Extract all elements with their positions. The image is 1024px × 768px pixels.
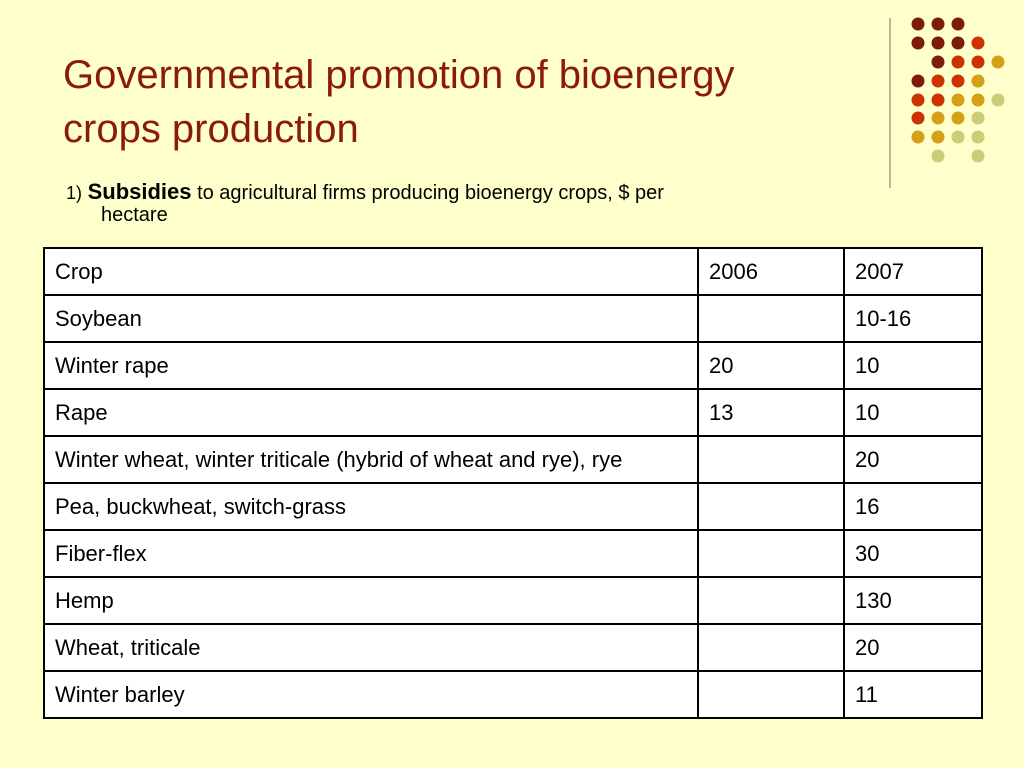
subtitle-number: 1) [66, 183, 83, 203]
decorative-dot [951, 93, 965, 107]
decorative-dot [931, 74, 945, 88]
cell-2007: 16 [843, 482, 983, 531]
cell-2007: 20 [843, 435, 983, 484]
table-row: Hemp 130 [43, 576, 983, 625]
decorative-dot [991, 55, 1005, 69]
decorative-dot [951, 36, 965, 50]
subtitle-text: to agricultural firms producing bioenerg… [197, 182, 664, 204]
decorative-dot [911, 130, 925, 144]
subtitle-bold: Subsidies [87, 179, 192, 204]
header-2006: 2006 [697, 247, 845, 296]
decorative-dot [911, 36, 925, 50]
decorative-dot [911, 17, 925, 31]
cell-2006 [697, 623, 845, 672]
decorative-dot [971, 111, 985, 125]
decorative-dot [931, 55, 945, 69]
decorative-dot [931, 149, 945, 163]
cell-2006 [697, 670, 845, 719]
decorative-dot [971, 36, 985, 50]
table-row: Wheat, triticale 20 [43, 623, 983, 672]
table-row: Fiber-flex 30 [43, 529, 983, 578]
cell-2007: 30 [843, 529, 983, 578]
decorative-dot [931, 36, 945, 50]
decorative-dot [931, 130, 945, 144]
subtitle: 1) Subsidies to agricultural firms produ… [66, 176, 856, 227]
cell-2007: 130 [843, 576, 983, 625]
table-row: Soybean 10-16 [43, 294, 983, 343]
cell-2006 [697, 294, 845, 343]
table-row: Pea, buckwheat, switch-grass 16 [43, 482, 983, 531]
cell-2007: 20 [843, 623, 983, 672]
decorative-dot [911, 74, 925, 88]
cell-2006 [697, 576, 845, 625]
table-header-row: Crop 2006 2007 [43, 247, 983, 296]
decorative-divider [889, 18, 891, 188]
cell-2007: 10 [843, 341, 983, 390]
header-crop: Crop [43, 247, 699, 296]
cell-2006: 20 [697, 341, 845, 390]
table-row: Winter rape 20 10 [43, 341, 983, 390]
decorative-dot [951, 55, 965, 69]
decorative-dot [911, 111, 925, 125]
decorative-dot [971, 93, 985, 107]
slide-title: Governmental promotion of bioenergy crop… [63, 48, 863, 156]
title-line-2: crops production [63, 107, 359, 151]
cell-crop: Fiber-flex [43, 529, 699, 578]
decorative-dot [911, 93, 925, 107]
cell-crop: Winter wheat, winter triticale (hybrid o… [43, 435, 699, 484]
subtitle-line-2: hectare [101, 204, 168, 226]
decorative-dot [931, 93, 945, 107]
decorative-dot [971, 130, 985, 144]
title-line-1: Governmental promotion of bioenergy [63, 53, 735, 97]
cell-2007: 10 [843, 388, 983, 437]
decorative-dot [951, 17, 965, 31]
cell-2007: 11 [843, 670, 983, 719]
cell-crop: Winter barley [43, 670, 699, 719]
table-row: Winter barley 11 [43, 670, 983, 719]
subsidies-table: Crop 2006 2007 Soybean 10-16 Winter rape… [43, 247, 983, 719]
table-row: Rape 13 10 [43, 388, 983, 437]
cell-2007: 10-16 [843, 294, 983, 343]
decorative-dot [971, 55, 985, 69]
cell-2006: 13 [697, 388, 845, 437]
decorative-dot [951, 111, 965, 125]
decorative-dot [951, 130, 965, 144]
cell-2006 [697, 529, 845, 578]
cell-crop: Wheat, triticale [43, 623, 699, 672]
cell-2006 [697, 435, 845, 484]
decorative-dot [991, 93, 1005, 107]
cell-crop: Hemp [43, 576, 699, 625]
cell-crop: Rape [43, 388, 699, 437]
header-2007: 2007 [843, 247, 983, 296]
cell-crop: Winter rape [43, 341, 699, 390]
table-row: Winter wheat, winter triticale (hybrid o… [43, 435, 983, 484]
cell-2006 [697, 482, 845, 531]
decorative-dot [931, 111, 945, 125]
decorative-dot [971, 149, 985, 163]
decorative-dot [951, 74, 965, 88]
cell-crop: Soybean [43, 294, 699, 343]
cell-crop: Pea, buckwheat, switch-grass [43, 482, 699, 531]
decorative-dot [971, 74, 985, 88]
decorative-dot [931, 17, 945, 31]
